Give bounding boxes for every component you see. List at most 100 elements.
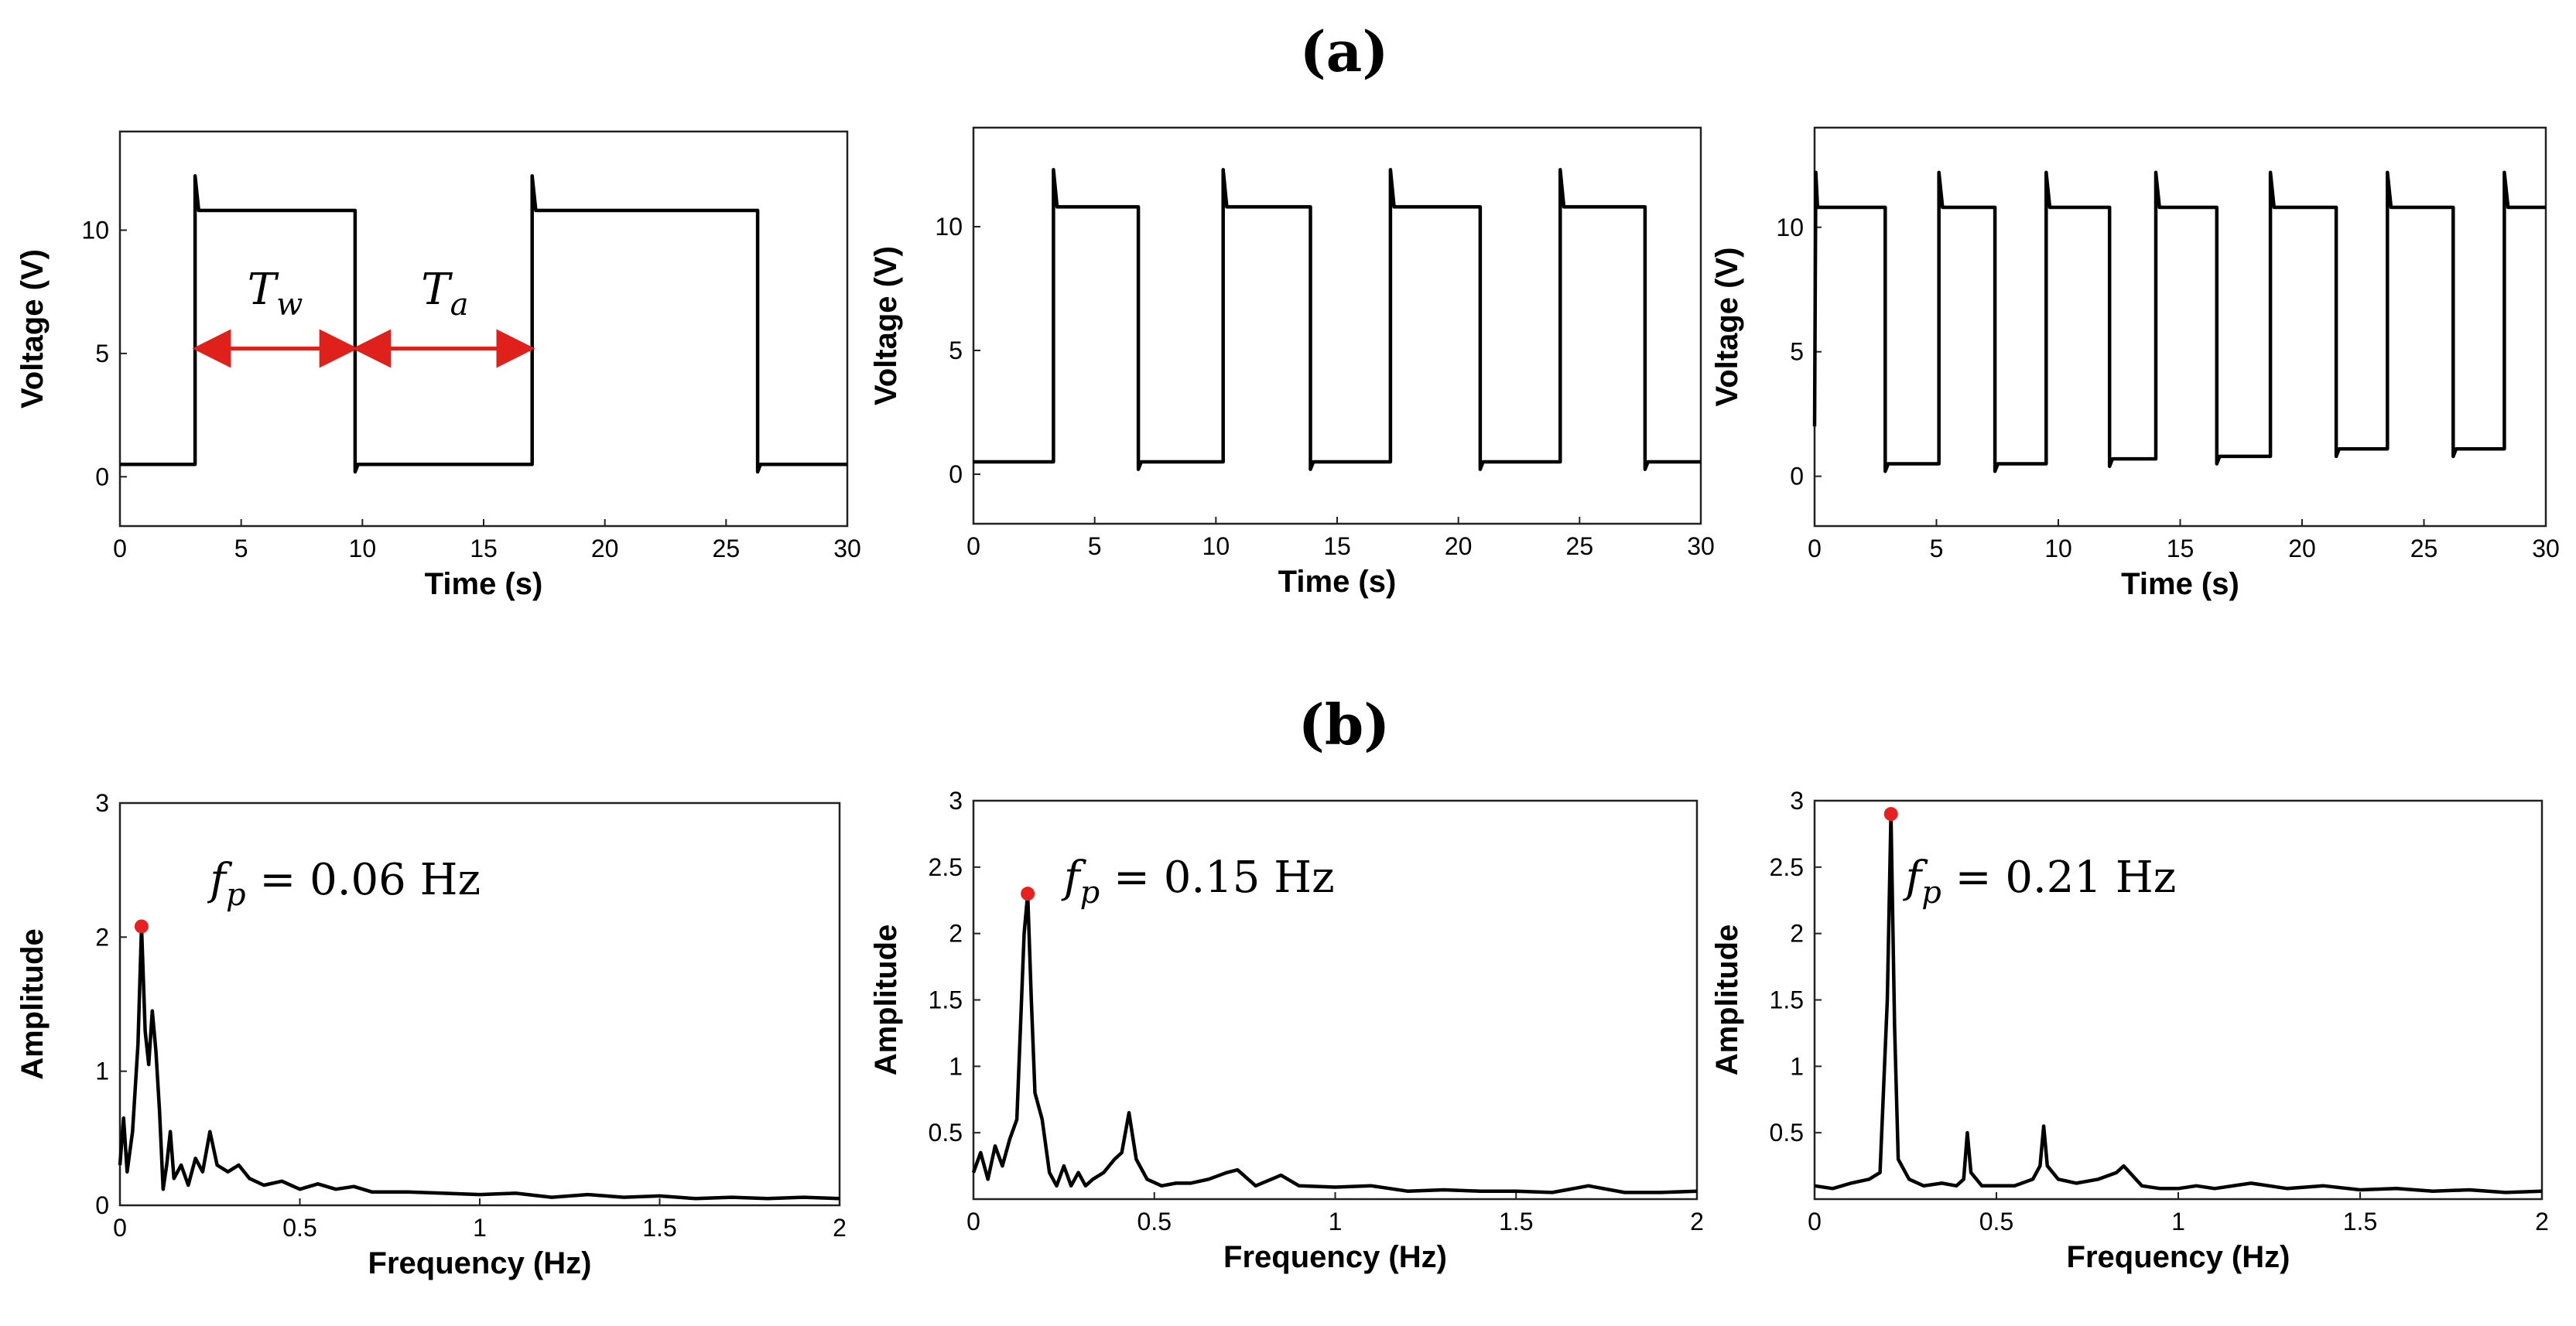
y-tick-label: 1 [949, 1052, 963, 1080]
y-tick-label: 5 [949, 337, 963, 364]
x-tick-label: 25 [713, 535, 741, 562]
y-tick-label: 0 [1790, 463, 1804, 490]
y-tick-label: 10 [935, 213, 963, 241]
x-tick-label: 1.5 [1499, 1208, 1533, 1235]
y-tick-label: 2.5 [929, 853, 963, 881]
peak-marker [134, 919, 149, 934]
voltage-plot-a2: 0 5 10 15 20 25 30 0 5 10 Time (s) Voltage (V) [869, 126, 1715, 599]
plot-frame [1813, 799, 2544, 1201]
signal-trace [973, 168, 1701, 471]
period-label: Tw [248, 265, 303, 323]
x-tick-label: 15 [470, 535, 498, 562]
y-tick-label: 5 [1790, 338, 1804, 366]
x-tick-label: 0 [1808, 1208, 1822, 1235]
x-tick-label: 5 [1088, 532, 1102, 560]
peak-marker [1883, 807, 1898, 822]
y-axis-label: Amplitude [15, 928, 50, 1080]
x-tick-label: 25 [2410, 535, 2438, 562]
x-tick-label: 10 [349, 535, 377, 562]
y-tick-label: 2 [1790, 920, 1804, 948]
x-axis-label: Frequency (Hz) [2067, 1240, 2290, 1274]
x-tick-label: 1.5 [2343, 1208, 2377, 1235]
y-tick-label: 1.5 [929, 986, 963, 1014]
x-axis-label: Frequency (Hz) [1223, 1240, 1447, 1274]
y-tick-label: 1 [1790, 1052, 1804, 1080]
x-axis-label: Time (s) [2121, 567, 2239, 601]
x-tick-label: 0 [113, 535, 127, 562]
panel-label-a: (a) [1300, 19, 1389, 84]
signal-trace [1812, 170, 2546, 473]
peak-frequency-label: fp = 0.21 Hz [1903, 853, 2177, 911]
x-tick-label: 0 [113, 1214, 127, 1242]
x-tick-label: 2 [2535, 1208, 2549, 1235]
x-tick-label: 2 [833, 1214, 847, 1242]
x-axis-label: Time (s) [425, 567, 543, 601]
plot-frame [118, 801, 841, 1207]
y-tick-label: 0 [95, 1191, 109, 1219]
x-tick-label: 20 [591, 535, 619, 562]
y-tick-label: 2 [95, 923, 109, 951]
voltage-plot-a1: 0 5 10 15 20 25 30 0 5 10 Time (s) Voltage (V) Tw Ta [15, 130, 861, 601]
x-tick-label: 0 [966, 532, 980, 560]
x-tick-label: 30 [1687, 532, 1715, 560]
y-tick-label: 3 [1790, 787, 1804, 815]
y-tick-label: 0 [95, 463, 109, 490]
y-tick-label: 10 [81, 217, 109, 244]
y-tick-label: 10 [1776, 214, 1804, 241]
peak-frequency-label: fp = 0.06 Hz [207, 855, 481, 913]
x-tick-label: 0.5 [282, 1214, 316, 1242]
spectrum-plot-b2: 0 0.5 1 1.5 2 0.5 1 1.5 2 2.5 3 Frequency (Hz) Ampli… [869, 787, 1704, 1274]
y-axis-label: Amplitude [869, 924, 903, 1076]
x-tick-label: 2 [1690, 1208, 1704, 1235]
y-tick-label: 0.5 [929, 1119, 963, 1147]
peak-marker [1021, 887, 1035, 901]
y-tick-label: 2 [949, 920, 963, 948]
signal-trace [1814, 812, 2543, 1194]
x-tick-label: 1 [2171, 1208, 2185, 1235]
y-tick-label: 2.5 [1770, 853, 1804, 881]
x-tick-label: 30 [833, 535, 861, 562]
x-tick-label: 0 [966, 1208, 980, 1235]
x-tick-label: 0.5 [1137, 1208, 1172, 1235]
y-tick-label: 1.5 [1770, 986, 1804, 1014]
x-tick-label: 20 [1445, 532, 1473, 560]
y-axis-label: Amplitude [1710, 924, 1744, 1076]
y-tick-label: 1 [95, 1058, 109, 1085]
y-tick-label: 3 [95, 789, 109, 817]
x-tick-label: 10 [2044, 535, 2072, 562]
x-tick-label: 1 [1329, 1208, 1343, 1235]
x-tick-label: 0.5 [1979, 1208, 2013, 1235]
plot-frame [972, 799, 1699, 1201]
signal-trace [971, 891, 1698, 1194]
plot-frame [118, 130, 849, 528]
y-axis-label: Voltage (V) [1710, 248, 1744, 407]
period-label: Ta [421, 265, 468, 323]
spectrum-plot-b1: 0 0.5 1 1.5 2 0 1 2 3 Frequency (Hz) Amplitude fp =… [15, 789, 847, 1280]
y-axis-label: Voltage (V) [869, 246, 903, 405]
x-tick-label: 30 [2532, 535, 2560, 562]
peak-frequency-label: fp = 0.15 Hz [1061, 853, 1335, 911]
y-tick-label: 5 [95, 340, 109, 367]
x-tick-label: 20 [2288, 535, 2316, 562]
x-tick-label: 15 [2167, 535, 2195, 562]
x-tick-label: 15 [1323, 532, 1351, 560]
voltage-plot-a3: 0 5 10 15 20 25 30 0 5 10 Time (s) Voltage (V) [1710, 126, 2560, 601]
y-tick-label: 3 [949, 787, 963, 815]
spectrum-plot-b3: 0 0.5 1 1.5 2 0.5 1 1.5 2 2.5 3 Frequency (Hz) Ampli… [1710, 787, 2549, 1274]
x-tick-label: 1.5 [642, 1214, 676, 1242]
y-tick-label: 0 [949, 460, 963, 488]
x-tick-label: 10 [1202, 532, 1230, 560]
x-axis-label: Frequency (Hz) [368, 1246, 592, 1280]
signal-trace [120, 174, 847, 474]
x-axis-label: Time (s) [1278, 565, 1397, 599]
plot-frame [1813, 126, 2547, 528]
x-tick-label: 25 [1566, 532, 1594, 560]
x-tick-label: 5 [1930, 535, 1944, 562]
plot-frame [972, 126, 1702, 525]
signal-trace [118, 924, 840, 1201]
x-tick-label: 5 [234, 535, 248, 562]
x-tick-label: 0 [1808, 535, 1822, 562]
y-axis-label: Voltage (V) [15, 249, 50, 408]
x-tick-label: 1 [473, 1214, 487, 1242]
